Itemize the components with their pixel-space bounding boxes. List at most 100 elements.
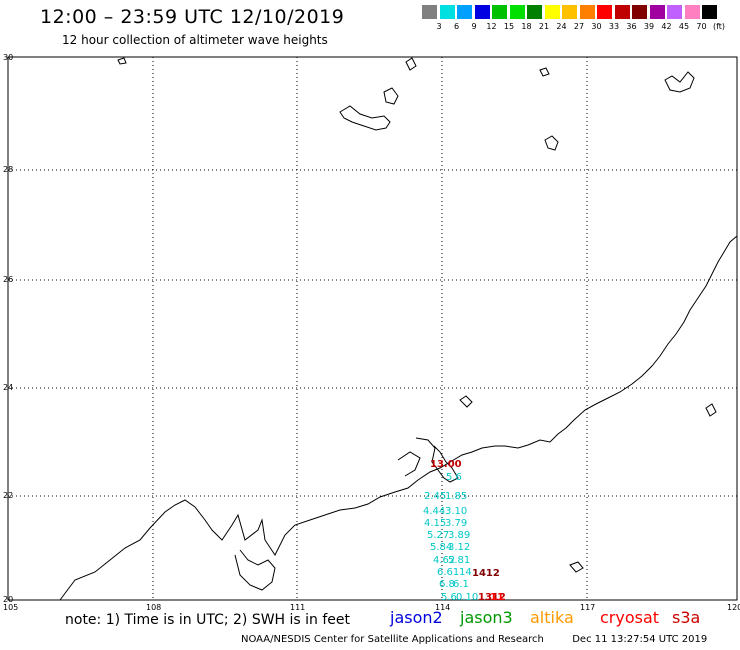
island-northeast-3 xyxy=(539,67,550,77)
legend-label: 9 xyxy=(471,22,477,31)
wave-height-value: 5.27 xyxy=(427,530,449,541)
wave-height-value: 2.45 xyxy=(424,491,446,502)
longitude-label: 105 xyxy=(3,603,18,612)
wave-height-value: 5.6 xyxy=(446,472,462,483)
longitude-label: 117 xyxy=(580,603,595,612)
footer-credit: NOAA/NESDIS Center for Satellite Applica… xyxy=(241,634,707,645)
coastal-island-small xyxy=(383,87,399,105)
coastline-inlet xyxy=(234,549,276,591)
legend-swatch xyxy=(439,5,455,19)
legend-label: 18 xyxy=(521,22,532,31)
wave-height-value: 13.00 xyxy=(430,459,462,470)
longitude-label: 108 xyxy=(146,603,161,612)
legend-swatch xyxy=(544,5,560,19)
wave-height-value: 3.79 xyxy=(445,518,467,529)
wave-height-value: 6.1 xyxy=(453,579,469,590)
legend-swatch xyxy=(562,5,577,19)
legend-label: 21 xyxy=(538,22,550,31)
legend-label: 36 xyxy=(626,22,637,31)
island-northeast-1 xyxy=(664,71,695,93)
legend-label: 70 xyxy=(696,22,707,31)
wave-height-value: 1.85 xyxy=(445,491,467,502)
latitude-label: 28 xyxy=(3,165,13,174)
legend-swatch xyxy=(509,5,525,19)
wave-height-value: 11 xyxy=(490,592,504,603)
latitude-label: 20 xyxy=(3,595,13,604)
latitude-label: 22 xyxy=(3,491,13,500)
mainland-coastline xyxy=(59,235,738,601)
wave-height-value: 4.62 xyxy=(433,555,455,566)
legend-swatch xyxy=(579,5,595,19)
longitude-label: 111 xyxy=(290,603,305,612)
wave-height-value: 3.12 xyxy=(448,542,470,553)
wave-height-value: 14 xyxy=(459,567,472,578)
legend-swatch xyxy=(667,5,682,19)
lat-lon-grid xyxy=(8,57,737,600)
wave-height-observations: 13.005.62.451.854.44 3.104.153.795.273.89… xyxy=(423,459,506,603)
wave-height-value: 5.81 xyxy=(448,555,470,566)
island-east-1 xyxy=(705,403,717,417)
latitude-label: 26 xyxy=(3,275,13,284)
legend-label: 42 xyxy=(661,22,672,31)
island-southeast-1 xyxy=(569,561,584,573)
satellite-legend-cryosat: cryosat xyxy=(600,608,660,627)
satellite-legend-altika: altika xyxy=(530,608,574,627)
legend-swatch xyxy=(474,5,490,19)
longitude-label: 120 xyxy=(727,603,740,612)
legend-label: 6 xyxy=(453,22,460,31)
wave-height-value: 1312 xyxy=(478,592,506,603)
legend-label: 30 xyxy=(591,22,602,31)
credit-timestamp: Dec 11 13:27:54 UTC 2019 xyxy=(572,634,708,645)
legend-swatch xyxy=(632,5,647,19)
chart-title: 12:00 – 23:59 UTC 12/10/2019 xyxy=(40,6,345,28)
wave-height-value: 3.89 xyxy=(448,530,470,541)
satellite-legend-s3a: s3a xyxy=(672,608,701,627)
estuary-inlet xyxy=(397,451,421,477)
credit-text: NOAA/NESDIS Center for Satellite Applica… xyxy=(241,634,544,645)
island-north-2 xyxy=(117,57,127,65)
legend-label: 24 xyxy=(556,22,567,31)
latitude-label: 24 xyxy=(3,383,13,392)
legend-label: 33 xyxy=(608,22,620,31)
wave-height-value: 3.10 xyxy=(445,506,467,517)
wave-height-value: 5.6 xyxy=(441,592,457,603)
wave-height-value: 6.8 xyxy=(439,579,455,590)
coastline xyxy=(59,57,738,601)
legend-swatch xyxy=(492,5,507,19)
legend-label: 12 xyxy=(486,22,497,31)
wave-height-value: 5.84 xyxy=(430,542,452,553)
legend-label: 27 xyxy=(573,22,585,31)
legend-swatch xyxy=(614,5,630,19)
legend-label: 45 xyxy=(678,22,690,31)
coastal-island-large xyxy=(339,105,391,131)
longitude-label: 114 xyxy=(435,603,450,612)
satellite-legend-jason3: jason3 xyxy=(460,608,513,627)
footer-note: note: 1) Time is in UTC; 2) SWH is in fe… xyxy=(65,612,351,628)
legend-label: 3 xyxy=(436,22,442,31)
island-north-1 xyxy=(405,57,417,71)
island-northeast-2 xyxy=(544,135,559,151)
legend-swatch xyxy=(597,5,612,19)
wave-height-value: 6.61 xyxy=(437,567,459,578)
satellite-legend-jason2: jason2 xyxy=(390,608,443,627)
legend-label: 39 xyxy=(643,22,655,31)
wave-height-value: 4.15 xyxy=(424,518,446,529)
legend-label: 15 xyxy=(503,22,515,31)
wave-height-value: 1412 xyxy=(472,568,500,579)
map-frame xyxy=(7,56,738,601)
wave-height-value: 4.44 xyxy=(423,506,445,517)
chart-subtitle: 12 hour collection of altimeter wave hei… xyxy=(62,33,328,47)
legend-swatch xyxy=(649,5,665,19)
legend-swatch xyxy=(457,5,472,19)
legend-swatch xyxy=(684,5,700,19)
latitude-label: 30 xyxy=(3,53,13,62)
legend-swatch xyxy=(422,5,437,19)
island-mid-1 xyxy=(459,395,473,408)
wave-height-value: 0.10 xyxy=(456,592,478,603)
pearl-river-estuary xyxy=(415,437,459,483)
legend-swatch xyxy=(527,5,542,19)
legend-unit: (ft) xyxy=(712,22,726,31)
legend-swatch xyxy=(702,5,717,19)
